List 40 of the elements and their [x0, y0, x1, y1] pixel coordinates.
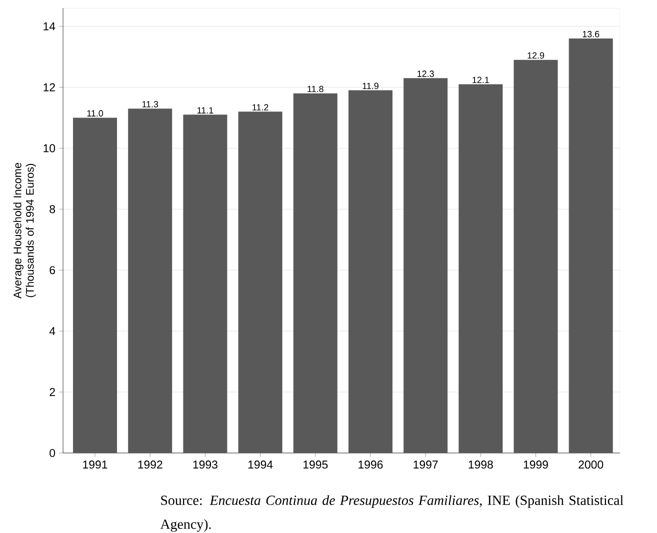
data-label: 12.3 [418, 70, 434, 77]
y-axis-title: Average Household Income (Thousands of 1994 Euros) [13, 162, 36, 299]
bar [73, 118, 117, 453]
x-tick-label: 1995 [304, 460, 328, 469]
y-tick-label: 2 [50, 388, 55, 396]
y-tick-label: 12 [44, 83, 55, 92]
x-tick-label: 1991 [83, 460, 108, 469]
bar [514, 60, 558, 453]
data-label: 11.8 [308, 86, 324, 92]
bar [183, 114, 228, 453]
bar [348, 90, 392, 453]
text: Source: Encuesta Continua de Presupuestos Familiares, INE (Spanish Statistical Agency). [160, 495, 624, 532]
x-tick-label: 1998 [468, 460, 493, 469]
data-label: 11.0 [87, 110, 104, 117]
data-label: 11.9 [362, 82, 378, 90]
bar [128, 108, 172, 453]
bar [293, 93, 338, 453]
y-tick-label: 0 [50, 448, 56, 458]
bar [458, 84, 503, 453]
y-tick-label: 6 [50, 266, 56, 274]
bar [568, 38, 613, 453]
data-label: 12.1 [472, 76, 489, 83]
data-label: 13.6 [582, 30, 600, 38]
x-tick-label: 1992 [138, 460, 162, 469]
x-tick-label: 1996 [358, 460, 383, 469]
x-tick-label: 1994 [248, 460, 273, 469]
data-label: 12.9 [528, 52, 544, 59]
y-tick-label: 4 [49, 327, 56, 336]
bar [238, 112, 282, 453]
x-tick-label: 1993 [193, 460, 218, 469]
x-tick-label: 1999 [524, 460, 548, 469]
y-tick-label: 8 [50, 205, 56, 214]
y-tick-label: 10 [44, 144, 56, 152]
data-label: 11.3 [142, 101, 158, 108]
data-label: 11.1 [197, 107, 214, 114]
bar [404, 78, 448, 453]
x-tick-label: 2000 [578, 460, 604, 469]
x-tick-label: 1997 [414, 460, 438, 469]
data-label: 11.2 [252, 104, 268, 110]
y-tick-label: 14 [44, 22, 56, 30]
